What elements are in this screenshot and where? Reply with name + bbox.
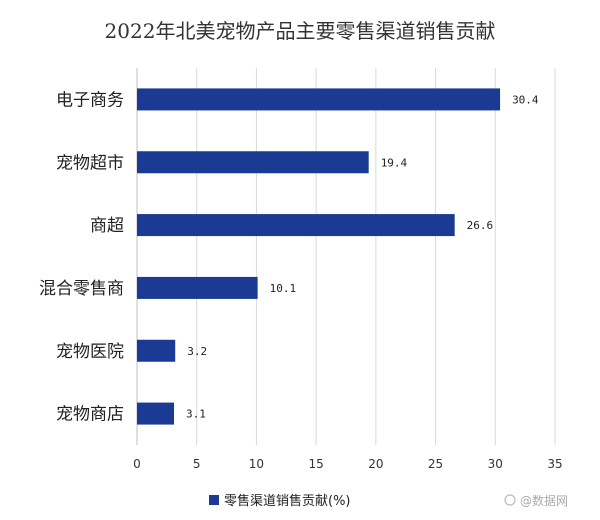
- x-tick-label: 0: [133, 457, 141, 471]
- bar: [137, 88, 501, 111]
- legend-label: 零售渠道销售贡献(%): [224, 493, 351, 509]
- data-label: 10.1: [270, 282, 297, 295]
- bar: [137, 402, 175, 425]
- gridlines: [136, 68, 556, 445]
- data-label: 26.6: [467, 219, 494, 232]
- chart-title: 2022年北美宠物产品主要零售渠道销售贡献: [105, 19, 496, 43]
- bars: 30.4 19.4 26.6 10.1 3.2 3.1: [137, 88, 539, 425]
- x-axis-ticks: 0 5 10 15 20 25 30 35: [133, 457, 562, 471]
- category-label: 宠物超市: [56, 153, 124, 173]
- bar: [137, 214, 455, 237]
- category-label: 宠物商店: [56, 405, 124, 425]
- bar: [137, 151, 369, 174]
- x-tick-label: 20: [368, 457, 383, 471]
- x-tick-label: 10: [249, 457, 264, 471]
- category-label: 商超: [90, 216, 124, 236]
- watermark-text: @数据网: [520, 493, 568, 508]
- x-tick-label: 30: [488, 457, 503, 471]
- x-tick-label: 15: [309, 457, 324, 471]
- category-label: 宠物医院: [56, 342, 124, 362]
- bar: [137, 276, 258, 299]
- category-label: 混合零售商: [39, 279, 124, 299]
- watermark: @数据网: [504, 493, 568, 508]
- data-label: 3.1: [186, 408, 206, 421]
- legend-swatch: [209, 495, 219, 505]
- x-tick-label: 25: [428, 457, 443, 471]
- data-label: 19.4: [381, 156, 408, 169]
- data-label: 30.4: [512, 93, 539, 106]
- data-label: 3.2: [187, 345, 207, 358]
- category-label: 电子商务: [56, 90, 124, 110]
- x-tick-label: 5: [193, 457, 201, 471]
- bar: [137, 339, 176, 362]
- watermark-icon: [504, 494, 516, 506]
- x-tick-label: 35: [547, 457, 562, 471]
- legend[interactable]: 零售渠道销售贡献(%): [209, 493, 351, 509]
